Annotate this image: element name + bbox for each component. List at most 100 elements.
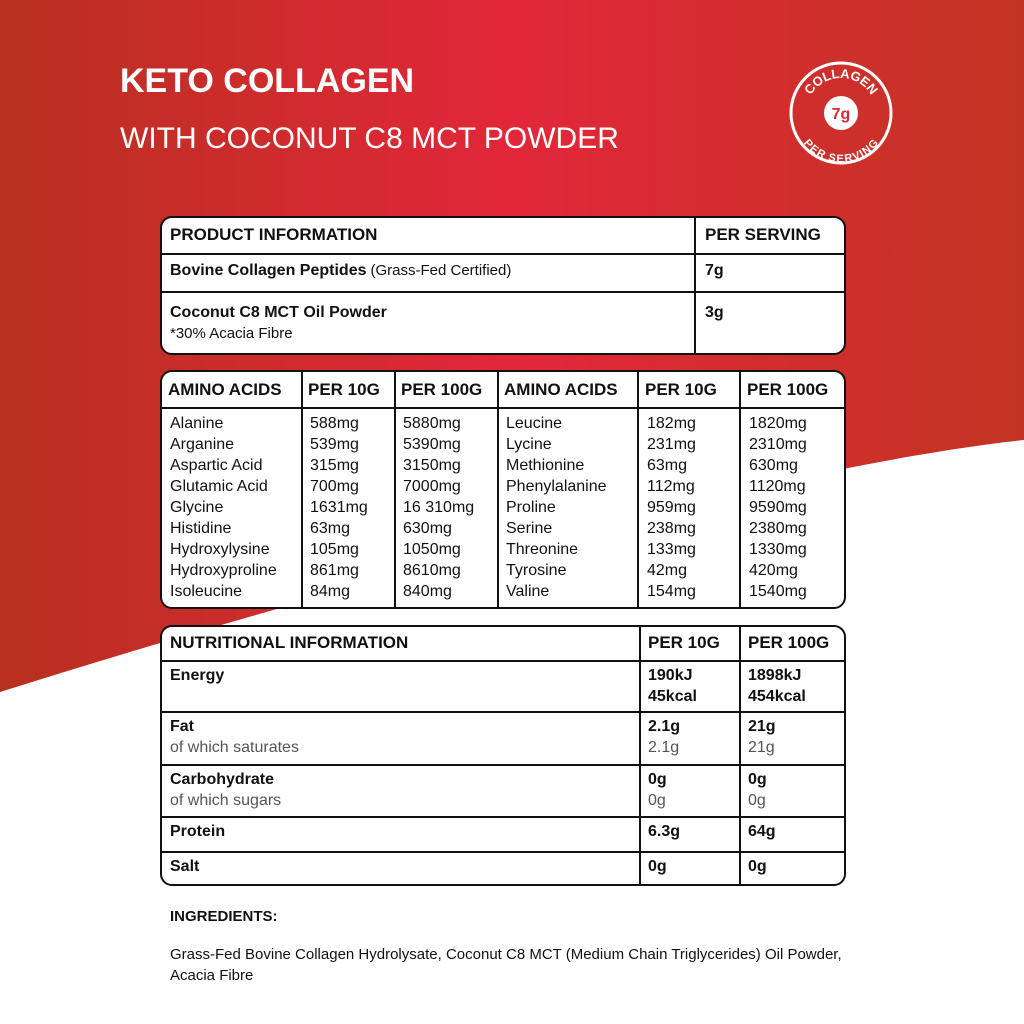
amount: 112mg [647,478,695,495]
row-line [160,253,846,255]
nutrient-name: Salt [170,858,200,875]
row-line [160,816,846,818]
amount: 2.1g [648,718,681,735]
amount: 6.3g [648,823,681,840]
nutrient-sub-name: of which sugars [170,792,282,809]
row-line [160,407,846,409]
badge: COLLAGEN 7g PER SERVING [789,61,893,165]
nutrient-name: Fat [170,718,194,735]
subtitle: WITH COCONUT C8 MCT POWDER [120,122,619,155]
amount: 231mg [647,436,696,453]
amino-name: Threonine [506,541,579,558]
product-name: Bovine Collagen Peptides [170,262,367,279]
column-line [739,370,741,609]
row-line [160,291,846,293]
amino-name: Methionine [506,457,585,474]
amount: 0g [648,771,667,788]
amount: 1540mg [749,583,807,600]
badge-center [824,96,858,130]
amount: 0g [748,858,767,875]
amount: 0g [748,771,767,788]
amino-name: Lycine [506,436,552,453]
product-note: (Grass-Fed Certified) [370,262,512,279]
ingredients-text: Grass-Fed Bovine Collagen Hydrolysate, C… [170,946,842,984]
header-cell: PER 100G [401,380,483,399]
header-cell: PER 10G [648,633,720,652]
amino-name: Tyrosine [506,562,567,579]
header-cell: AMINO ACIDS [168,380,282,399]
sub-amount: 0g [648,792,666,809]
sub-amount: 2.1g [648,739,680,756]
column-line [637,370,639,609]
table-frame [160,625,846,886]
amount: 5880mg [403,415,461,432]
amount: 420mg [749,562,798,579]
header-cell: PER 10G [645,380,717,399]
amount: 700mg [310,478,359,495]
nutrient-name: Energy [170,667,225,684]
product-note: *30% Acacia Fibre [170,325,293,342]
header-cell: PRODUCT INFORMATION [170,225,378,244]
amount: 1631mg [310,499,368,516]
row-label: Bovine Collagen Peptides (Grass-Fed Certi… [170,261,511,281]
nutrient-name: Protein [170,823,226,840]
amount: 1330mg [749,541,807,558]
amount: 2310mg [749,436,807,453]
amino-name: Arganine [170,436,235,453]
amino-name: Isoleucine [170,583,243,600]
amount: 45kcal [648,688,697,705]
amount: 63mg [647,457,688,474]
amount: 133mg [647,541,696,558]
amount: 2380mg [749,520,807,537]
amount: 42mg [647,562,688,579]
amount: 190kJ [648,667,693,684]
amino-name: Hydroxyproline [170,562,277,579]
badge-ring [789,61,893,165]
amount: 7000mg [403,478,461,495]
title: KETO COLLAGEN [120,62,415,100]
product-name: Coconut C8 MCT Oil Powder [170,304,387,321]
amino-name: Hydroxylysine [170,541,270,558]
nutrient-sub-name: of which saturates [170,739,299,756]
amount: 454kcal [748,688,806,705]
amount: 182mg [647,415,696,432]
row-line [160,851,846,853]
amount: 1820mg [749,415,807,432]
amount: 9590mg [749,499,807,516]
amino-name: Glutamic Acid [170,478,268,495]
sub-amount: 0g [748,792,766,809]
amount: 3g [705,304,724,321]
column-line [694,216,696,355]
header-cell: PER SERVING [705,225,821,244]
amount: 64g [748,823,776,840]
amount: 84mg [310,583,351,600]
amount: 8610mg [403,562,461,579]
amino-name: Glycine [170,499,224,516]
row-line [160,711,846,713]
row-line [160,660,846,662]
badge-bottom: PER SERVING [801,137,881,165]
amount: 154mg [647,583,696,600]
amount: 16 310mg [403,499,475,516]
amount: 861mg [310,562,359,579]
amino-name: Histidine [170,520,232,537]
ingredients-title: INGREDIENTS: [170,908,278,925]
amino-name: Phenylalanine [506,478,607,495]
amount: 539mg [310,436,359,453]
amount: 959mg [647,499,696,516]
amount: 1898kJ [748,667,802,684]
amino-name: Serine [506,520,553,537]
amount: 7g [705,262,724,279]
amount: 5390mg [403,436,461,453]
nutrient-name: Carbohydrate [170,771,275,788]
amount: 21g [748,718,776,735]
column-line [301,370,303,609]
amino-name: Leucine [506,415,563,432]
amount: 840mg [403,583,452,600]
column-line [394,370,396,609]
header-cell: PER 100G [747,380,829,399]
column-line [739,625,741,886]
amount: 588mg [310,415,359,432]
header-cell: NUTRITIONAL INFORMATION [170,633,409,652]
